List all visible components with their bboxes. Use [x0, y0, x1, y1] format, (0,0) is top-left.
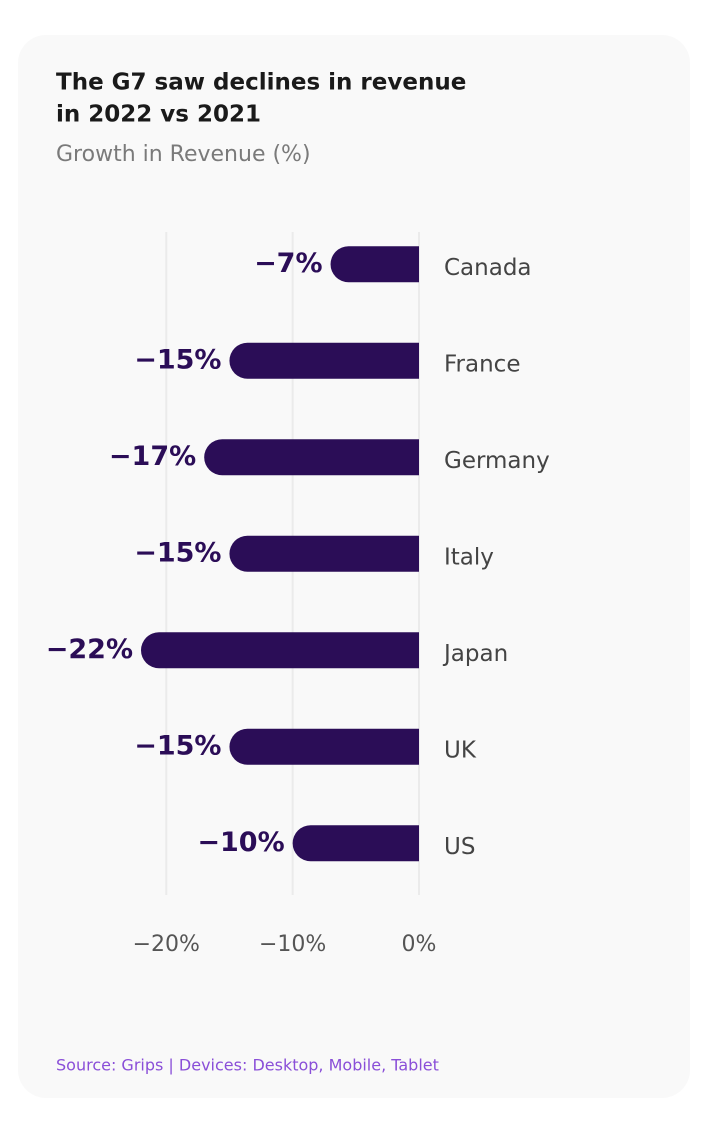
bar	[229, 342, 419, 379]
category-label: US	[444, 834, 475, 860]
category-label: Germany	[444, 448, 550, 474]
category-label: UK	[444, 737, 477, 763]
source: Source: Grips | Devices: Desktop, Mobile…	[56, 1056, 439, 1075]
category-label: Japan	[442, 641, 508, 667]
value-label: −22%	[46, 634, 133, 665]
value-label: −7%	[254, 248, 322, 279]
bar	[204, 439, 419, 476]
value-label: −10%	[197, 827, 284, 858]
chart-title: in 2022 vs 2021	[56, 102, 261, 128]
category-label: France	[444, 351, 520, 377]
value-label: −15%	[134, 344, 221, 375]
bar	[141, 632, 419, 669]
category-label: Italy	[444, 544, 494, 570]
bar	[229, 728, 419, 765]
category-label: Canada	[444, 255, 532, 281]
value-label: −15%	[134, 730, 221, 761]
x-tick-label: −10%	[259, 932, 326, 957]
value-label: −17%	[109, 441, 196, 472]
bar	[292, 825, 419, 862]
bar	[330, 246, 419, 283]
value-label: −15%	[134, 537, 221, 568]
chart-subtitle: Growth in Revenue (%)	[56, 142, 311, 167]
bar	[229, 535, 419, 572]
x-tick-label: 0%	[402, 932, 437, 957]
x-tick-label: −20%	[133, 932, 200, 957]
chart-title: The G7 saw declines in revenue	[56, 70, 466, 96]
